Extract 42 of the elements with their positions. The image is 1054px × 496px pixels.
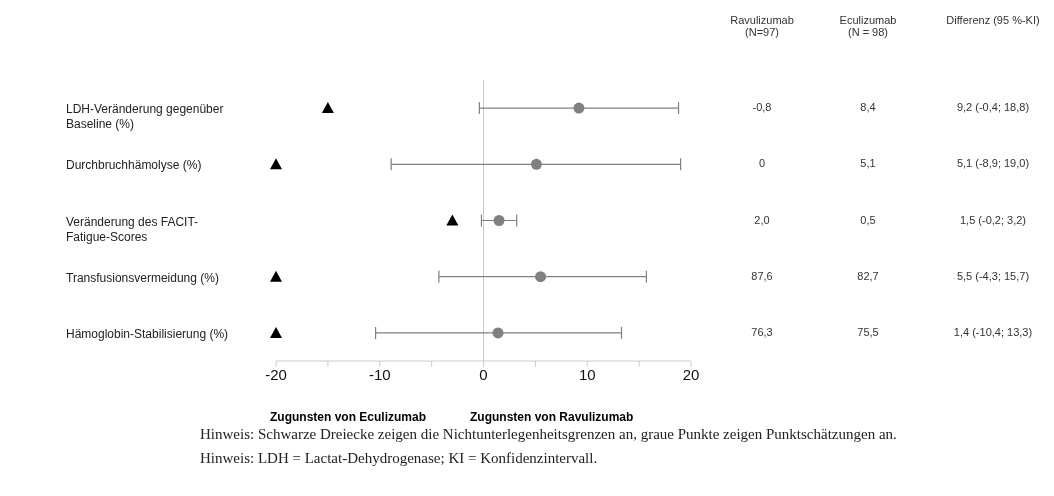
text: Zugunsten von Ravulizumab	[470, 410, 634, 424]
text: 9,2 (-0,4; 18,8)	[955, 101, 1031, 114]
text: 5,5 (-4,3; 15,7)	[955, 269, 1031, 282]
y-tick-label: LDH-Veränderung gegenüber Baseline (%)	[66, 102, 224, 132]
text: 0,5	[859, 213, 877, 226]
text: 1,4 (-10,4; 13,3)	[952, 325, 1034, 338]
text: 75,5	[856, 325, 880, 338]
text: 82,7	[856, 269, 880, 282]
text: Eculizumab (N = 98)	[838, 14, 898, 38]
x-tick-label: -20	[265, 365, 287, 383]
text: Hinweis: LDH = Lactat-Dehydrogenase; KI = Konfidenzintervall.	[200, 450, 598, 467]
text: 8,4	[859, 101, 877, 114]
text: 1,5 (-0,2; 3,2)	[958, 213, 1027, 226]
text: Zugunsten von Eculizumab	[270, 410, 427, 424]
point	[270, 270, 282, 282]
point	[270, 326, 282, 338]
text: Differenz (95 %-KI)	[945, 14, 1041, 26]
text: Ravulizumab (N=97)	[729, 14, 795, 38]
text: Hinweis: Schwarze Dreiecke zeigen die Nichtunterlegenheitsgrenzen an, graue Punkte zeigen Punktschätzungen an.	[200, 426, 897, 443]
text: 0	[757, 157, 767, 170]
x-tick-label: 0	[479, 365, 488, 383]
text: 2,0	[753, 213, 771, 226]
text: 5,1	[859, 157, 877, 170]
text: 76,3	[750, 325, 774, 338]
y-tick-label: Durchbruchhämolyse (%)	[66, 158, 202, 173]
point	[530, 158, 542, 170]
point	[492, 327, 504, 339]
text: 5,1 (-8,9; 19,0)	[955, 157, 1031, 170]
point	[270, 158, 282, 170]
point	[573, 102, 585, 114]
point	[446, 214, 459, 226]
y-tick-label: Hämoglobin-Stabilisierung (%)	[66, 326, 229, 341]
point	[535, 271, 547, 283]
x-tick-label: 20	[682, 365, 700, 383]
text: 87,6	[750, 269, 774, 282]
x-tick-label: 10	[578, 365, 596, 383]
y-tick-label: Transfusionsvermeidung (%)	[66, 270, 219, 285]
point	[321, 102, 334, 114]
x-tick-label: -10	[368, 365, 391, 383]
point	[493, 215, 505, 226]
text: -0,8	[751, 101, 773, 114]
y-tick-label: Veränderung des FACIT-Fatigue-Scores	[66, 214, 199, 244]
